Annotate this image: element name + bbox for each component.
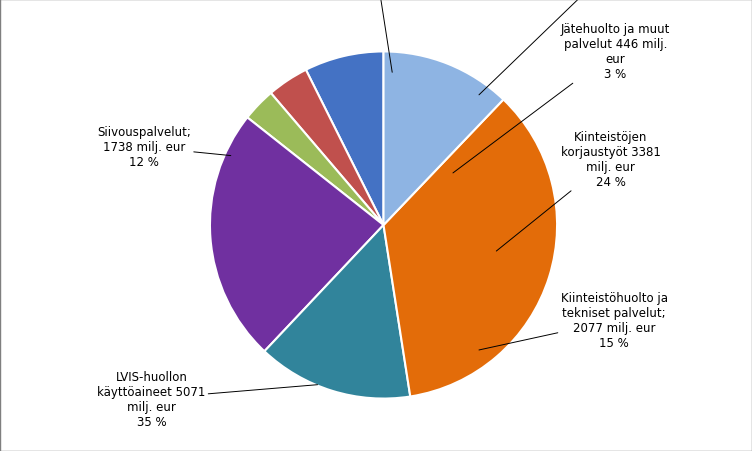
Text: Siivouspalvelut;
1738 milj. eur
12 %: Siivouspalvelut; 1738 milj. eur 12 % [97,126,231,169]
Text: Kiinteistöhuolto ja
tekniset palvelut;
2077 milj. eur
15 %: Kiinteistöhuolto ja tekniset palvelut; 2… [479,292,668,350]
Wedge shape [384,52,503,226]
Wedge shape [306,52,384,226]
Wedge shape [210,118,384,351]
Text: LVIS-huollon
käyttöaineet 5071
milj. eur
35 %: LVIS-huollon käyttöaineet 5071 milj. eur… [97,370,317,428]
Text: Jätehuolto ja muut
palvelut 446 milj.
eur
3 %: Jätehuolto ja muut palvelut 446 milj. eu… [453,23,670,174]
Text: Kiinteistöjen
korjaustyöt 3381
milj. eur
24 %: Kiinteistöjen korjaustyöt 3381 milj. eur… [496,131,660,252]
Wedge shape [265,226,411,399]
Wedge shape [384,100,557,396]
Text: Isännöinti ja
hallinto 1057 milj.
eur 7 %: Isännöinti ja hallinto 1057 milj. eur 7 … [313,0,420,73]
Wedge shape [247,94,384,226]
Wedge shape [271,71,384,226]
Text: Ulkoalueiden hoito;
554 milj. eur
4 %: Ulkoalueiden hoito; 554 milj. eur 4 % [479,0,675,96]
